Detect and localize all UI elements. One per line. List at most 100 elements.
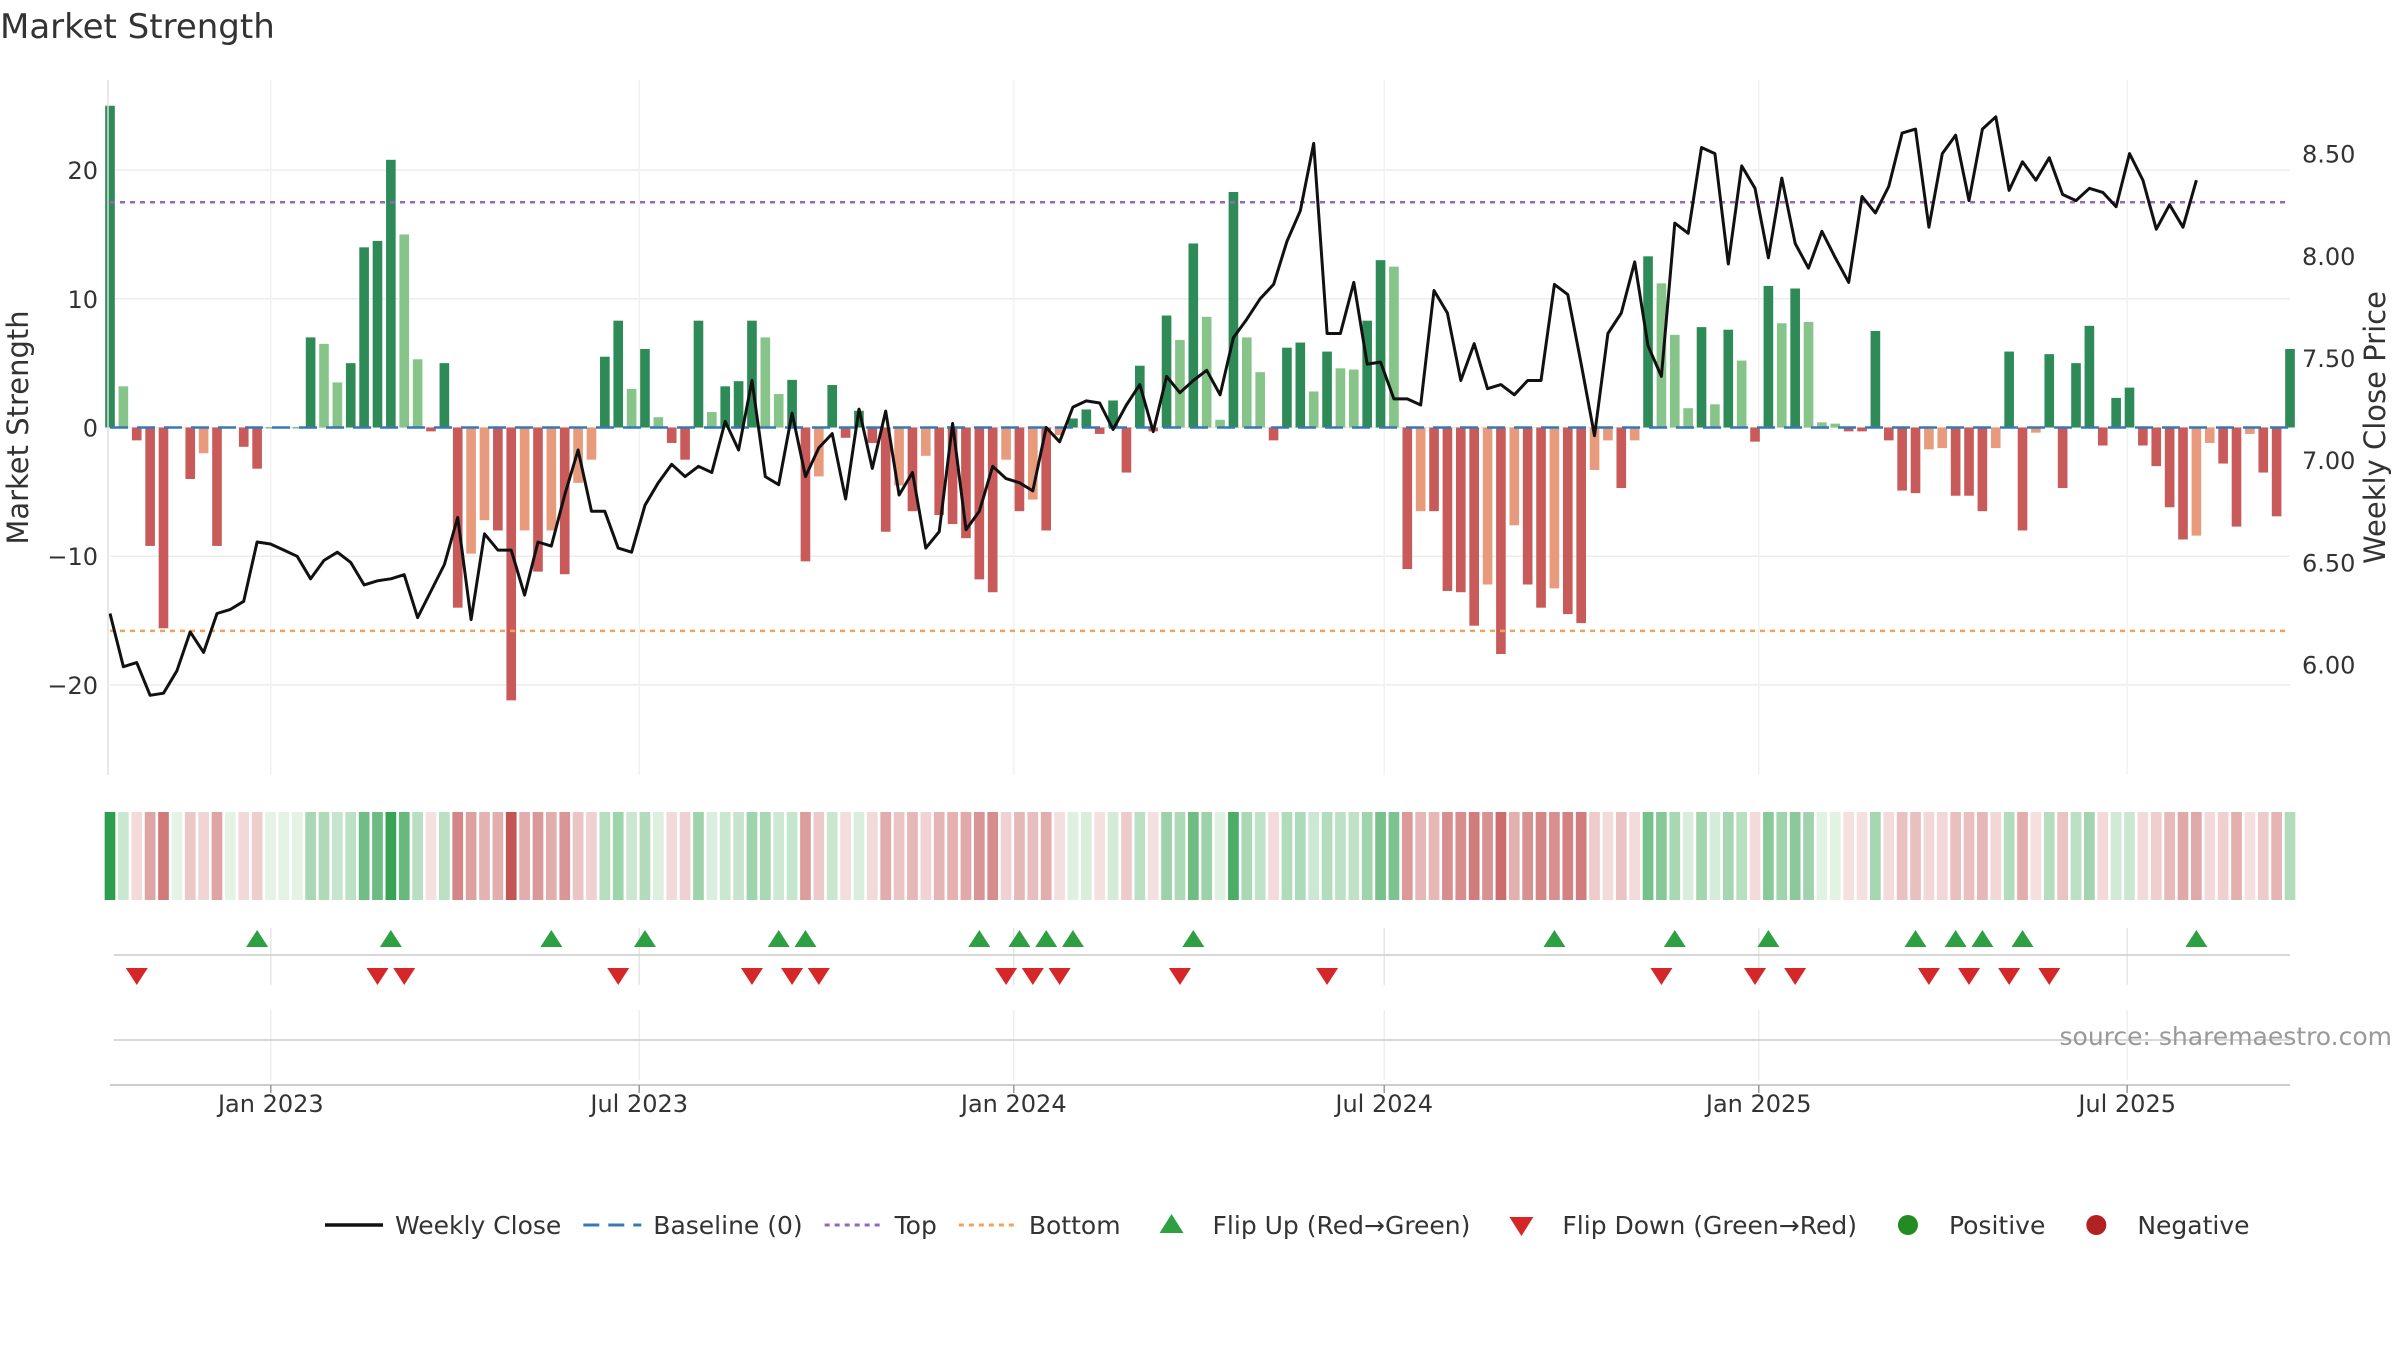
heat-cell	[291, 812, 303, 900]
heat-cell	[2084, 812, 2095, 900]
heat-cell	[2257, 812, 2269, 900]
strength-bar	[238, 427, 249, 447]
heat-cell	[2070, 812, 2082, 900]
y-right-tick-label: 8.00	[2302, 243, 2355, 271]
strength-bar	[2271, 427, 2282, 517]
heat-cell	[1589, 812, 1600, 900]
strength-bar	[733, 381, 744, 428]
heat-cell	[2164, 812, 2175, 900]
heat-cell	[519, 812, 530, 900]
strength-bar	[1496, 427, 1506, 655]
strength-bar	[840, 427, 851, 438]
heat-cell	[1147, 812, 1159, 900]
heat-cell	[211, 812, 223, 900]
heat-cell	[1642, 812, 1654, 900]
heat-cell	[947, 812, 958, 900]
strength-bar	[2285, 348, 2295, 428]
heat-cell	[2271, 812, 2282, 900]
heat-cell	[2057, 812, 2068, 900]
strength-bar	[666, 427, 677, 443]
heat-cell	[1722, 812, 1734, 900]
heat-cell	[332, 812, 343, 900]
strength-bar	[1576, 427, 1586, 624]
heat-cell	[1508, 812, 1520, 900]
heat-cell	[1923, 812, 1935, 900]
strength-bar	[1509, 427, 1520, 526]
heat-cell	[960, 812, 972, 900]
strength-bar	[653, 417, 664, 428]
x-tick-label: Jul 2025	[2076, 1090, 2176, 1118]
strength-bar	[1710, 404, 1720, 428]
strength-bar	[185, 427, 196, 479]
strength-bar	[1536, 427, 1546, 608]
heat-cell	[1455, 812, 1467, 900]
strength-bar	[145, 427, 155, 546]
heat-cell	[920, 812, 932, 900]
heat-cell	[1896, 812, 1908, 900]
flip-down-marker	[1168, 968, 1191, 985]
y-left-tick-label: 10	[67, 286, 98, 314]
strength-bar	[359, 247, 369, 428]
strength-bar	[412, 359, 423, 428]
heat-cell	[412, 812, 423, 900]
strength-bar	[1308, 391, 1319, 428]
legend-swatch-flip-down	[1509, 1217, 1534, 1236]
strength-bar	[1843, 427, 1854, 432]
heat-cell	[184, 812, 196, 900]
flip-down-marker	[1998, 968, 2021, 985]
strength-bar	[466, 427, 476, 554]
strength-bar	[426, 427, 436, 432]
heat-cell	[532, 812, 544, 900]
heat-cell	[1187, 812, 1199, 900]
heat-cell	[1401, 812, 1413, 900]
strength-bar	[1616, 427, 1627, 488]
heat-cell	[2124, 812, 2135, 900]
heat-cell	[1977, 812, 1988, 900]
heat-cell	[492, 812, 504, 900]
strength-bar	[1964, 427, 1974, 496]
heat-cell	[2231, 812, 2242, 900]
heat-cell	[2017, 812, 2028, 900]
strength-bar	[1897, 427, 1907, 491]
strength-bar	[1282, 347, 1292, 428]
strength-bar	[1001, 427, 1011, 460]
strength-bar	[1228, 191, 1239, 428]
strength-bar	[814, 427, 824, 477]
heat-cell	[1201, 812, 1213, 900]
strength-bar	[1348, 369, 1359, 428]
heat-cell	[505, 812, 517, 900]
flip-markers	[114, 930, 2290, 1041]
flip-down-marker	[740, 968, 763, 985]
heat-cell	[733, 812, 744, 900]
strength-bar	[1241, 337, 1252, 428]
heat-cell	[1736, 812, 1748, 900]
chart-title: Market Strength	[0, 7, 275, 47]
x-tick-label: Jan 2023	[216, 1090, 324, 1118]
strength-bar	[2178, 427, 2188, 540]
heat-cell	[1308, 812, 1320, 900]
heat-cell	[358, 812, 370, 900]
strength-bar	[613, 320, 624, 428]
strength-bar	[1950, 427, 1961, 496]
heat-cell	[1040, 812, 1052, 900]
heat-cell	[546, 812, 557, 900]
heat-cell	[131, 812, 143, 900]
strength-bar	[1736, 360, 1747, 428]
heat-cell	[1228, 812, 1239, 900]
heat-cell	[2204, 812, 2216, 900]
flip-up-marker	[2185, 930, 2208, 947]
strength-bar	[1268, 427, 1279, 441]
heat-cell	[198, 812, 209, 900]
strength-bar	[1522, 427, 1533, 585]
y-left-tick-label: 0	[83, 415, 98, 443]
heat-cell	[1749, 812, 1761, 900]
heat-cell	[372, 812, 383, 900]
strength-bar	[1830, 423, 1841, 428]
heat-cell	[104, 812, 116, 900]
strength-bar	[880, 427, 891, 532]
heat-cell	[1856, 812, 1868, 900]
flip-down-marker	[1917, 968, 1940, 985]
heat-cell	[2244, 812, 2256, 900]
x-tick-label: Jan 2024	[959, 1090, 1067, 1118]
strength-bar	[1295, 342, 1306, 428]
